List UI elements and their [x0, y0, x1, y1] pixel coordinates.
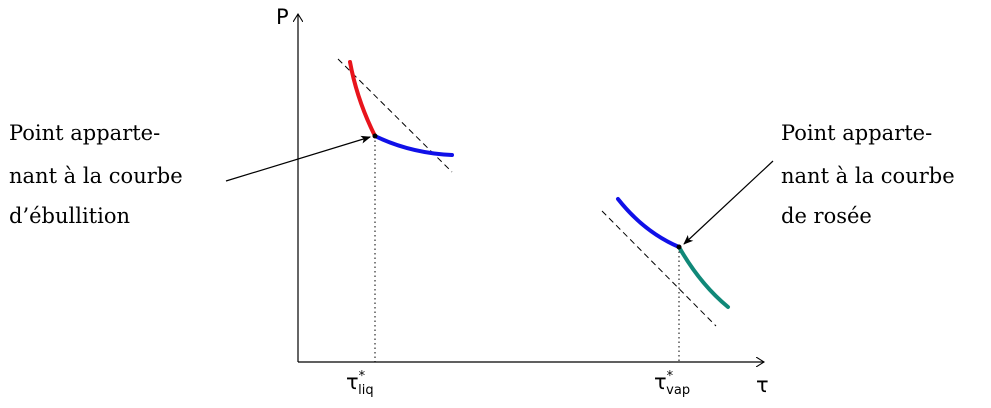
vapor-branch-curve — [677, 245, 730, 309]
annotation-right-line-1: Point apparte- — [781, 121, 932, 145]
annotation-left-line-1: Point apparte- — [9, 121, 160, 145]
annotation-left-line-2: nant à la courbe — [9, 164, 183, 188]
dew-point-marker — [676, 244, 682, 250]
pointer-arrow-left — [225, 135, 371, 182]
tangent-line-right — [601, 210, 717, 327]
tick-label-liq: τ* liq — [346, 369, 374, 398]
tick-label-vap: τ* vap — [654, 369, 690, 398]
diphasic-branch-curve-right — [616, 197, 681, 249]
annotation-right-line-3: de rosée — [781, 204, 872, 228]
diphasic-branch-curve-left — [373, 134, 454, 157]
annotation-left-line-3: d’ébullition — [9, 204, 130, 228]
liquid-branch-curve — [348, 60, 377, 138]
x-axis-label: τ — [756, 373, 769, 397]
annotation-right-line-2: nant à la courbe — [781, 164, 955, 188]
boiling-point-marker — [372, 133, 378, 139]
y-axis-label: P — [276, 5, 289, 29]
pointer-arrow-right — [683, 160, 774, 245]
